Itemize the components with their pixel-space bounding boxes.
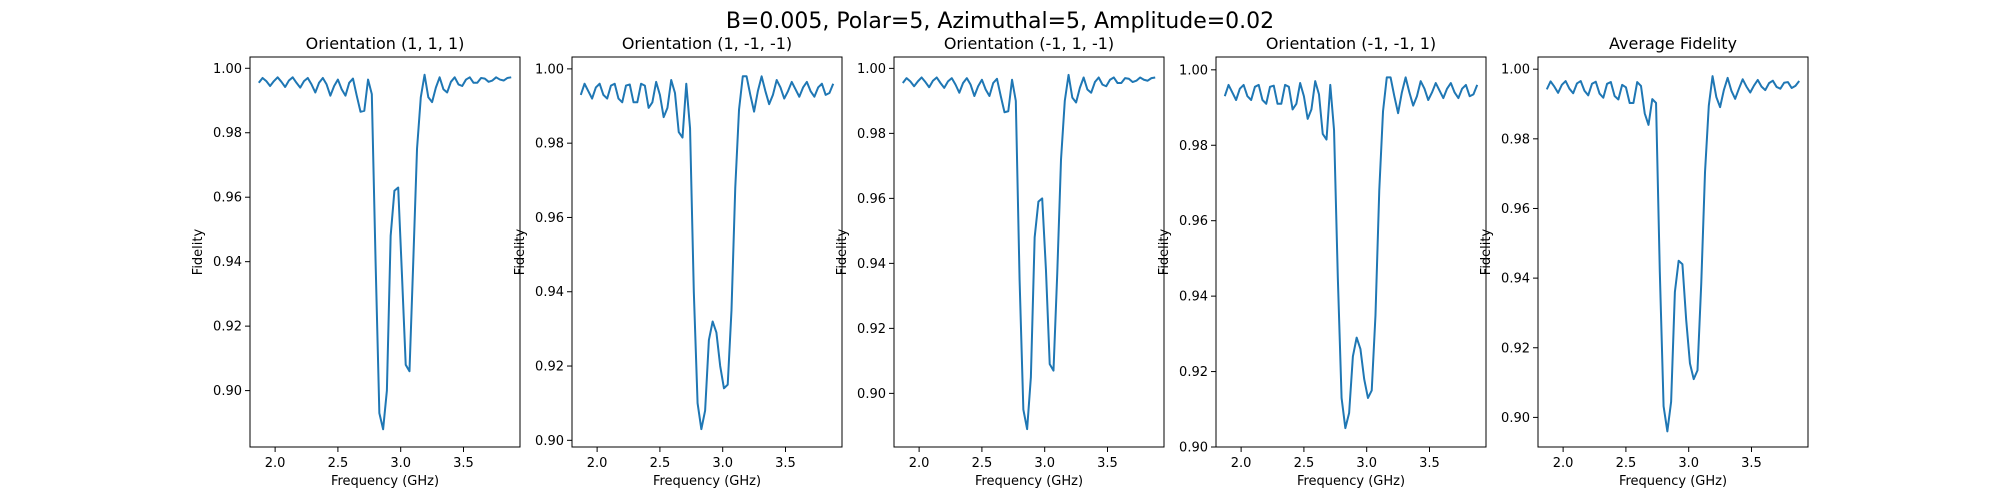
y-tick-label: 0.94 — [1179, 290, 1208, 305]
series-line-1 — [901, 73, 1156, 431]
x-axis-label: Frequency (GHz) — [653, 474, 761, 489]
x-tick-label: 3.0 — [712, 456, 733, 471]
panel-title: Orientation (-1, 1, -1) — [944, 34, 1114, 53]
panel-title: Average Fidelity — [1609, 34, 1737, 53]
y-tick-label: 0.96 — [213, 191, 242, 206]
x-tick-label: 2.0 — [1231, 456, 1252, 471]
x-tick-label: 3.0 — [1356, 456, 1377, 471]
x-axis-label: Frequency (GHz) — [1619, 474, 1727, 489]
y-axis-label: Fidelity — [835, 228, 850, 275]
x-tick-label: 3.5 — [775, 456, 796, 471]
y-axis-label: Fidelity — [1479, 228, 1494, 275]
y-tick-label: 0.98 — [535, 137, 564, 152]
axes-frame — [249, 56, 521, 448]
x-tick-label: 2.5 — [1294, 456, 1315, 471]
y-tick-label: 0.94 — [213, 255, 242, 270]
x-tick-label: 3.5 — [1097, 456, 1118, 471]
panel-2: Orientation (1, -1, -1) 2.0 2.5 3.0 3.5 0.90 0… — [513, 34, 843, 489]
y-tick-label: 0.98 — [213, 126, 242, 141]
y-tick-label: 0.92 — [535, 360, 564, 375]
y-axis-label: Fidelity — [1157, 228, 1172, 275]
y-tick-label: 0.96 — [1501, 202, 1530, 217]
y-tick-label: 1.00 — [1501, 63, 1530, 78]
panel-title: Orientation (1, -1, -1) — [622, 34, 792, 53]
x-axis-label: Frequency (GHz) — [331, 474, 439, 489]
y-tick-label: 0.90 — [857, 387, 886, 402]
y-tick-label: 0.96 — [535, 211, 564, 226]
x-tick-label: 2.5 — [328, 456, 349, 471]
y-tick-label: 0.92 — [1501, 341, 1530, 356]
y-tick-label: 0.94 — [535, 285, 564, 300]
y-tick-label: 0.98 — [1501, 132, 1530, 147]
panel-5: Average Fidelity 2.0 2.5 3.0 3.5 0.90 0.92 0.94… — [1479, 34, 1809, 489]
y-tick-label: 0.96 — [857, 192, 886, 207]
x-tick-label: 3.5 — [453, 456, 474, 471]
x-tick-label: 2.0 — [265, 456, 286, 471]
x-tick-label: 2.0 — [1553, 456, 1574, 471]
y-tick-label: 0.96 — [1179, 214, 1208, 229]
x-tick-label: 2.5 — [972, 456, 993, 471]
x-tick-label: 2.0 — [909, 456, 930, 471]
y-tick-label: 0.92 — [213, 320, 242, 335]
y-tick-label: 0.92 — [857, 322, 886, 337]
x-tick-label: 2.5 — [1616, 456, 1637, 471]
x-tick-label: 3.0 — [1034, 456, 1055, 471]
x-tick-label: 2.5 — [650, 456, 671, 471]
y-axis-label: Fidelity — [191, 228, 206, 275]
panel-1: Orientation (1, 1, 1) 2.0 2.5 3.0 3.5 0.90 0.9… — [191, 34, 521, 489]
y-tick-label: 0.90 — [1501, 411, 1530, 426]
y-tick-label: 1.00 — [535, 62, 564, 77]
panel-4: Orientation (-1, -1, 1) 2.0 2.5 3.0 3.5 0.90 0… — [1157, 34, 1487, 489]
axes-frame — [1537, 56, 1809, 448]
y-tick-label: 0.98 — [857, 127, 886, 142]
y-tick-label: 0.98 — [1179, 139, 1208, 154]
series-line-1 — [1545, 75, 1801, 433]
y-tick-label: 0.94 — [857, 257, 886, 272]
y-tick-label: 0.90 — [1179, 441, 1208, 456]
panel-3: Orientation (-1, 1, -1) 2.0 2.5 3.0 3.5 0.90 0… — [835, 34, 1165, 489]
series-line-1 — [579, 75, 835, 431]
y-tick-label: 0.94 — [1501, 272, 1530, 287]
y-tick-label: 1.00 — [1179, 63, 1208, 78]
y-tick-label: 1.00 — [857, 62, 886, 77]
series-line-1 — [258, 73, 512, 431]
axes-frame — [1215, 56, 1487, 448]
y-tick-label: 0.90 — [535, 434, 564, 449]
x-tick-label: 3.5 — [1741, 456, 1762, 471]
x-tick-label: 3.0 — [1678, 456, 1699, 471]
panel-title: Orientation (-1, -1, 1) — [1266, 34, 1436, 53]
panels: Orientation (1, 1, 1) 2.0 2.5 3.0 3.5 0.90 0.9… — [191, 34, 1809, 489]
axes-frame — [571, 56, 843, 448]
y-tick-label: 0.92 — [1179, 365, 1208, 380]
x-axis-label: Frequency (GHz) — [1297, 474, 1405, 489]
x-tick-label: 3.0 — [390, 456, 411, 471]
y-tick-label: 1.00 — [213, 62, 242, 77]
x-tick-label: 3.5 — [1419, 456, 1440, 471]
series-line-1 — [1223, 76, 1479, 430]
panel-title: Orientation (1, 1, 1) — [306, 34, 465, 53]
y-axis-label: Fidelity — [513, 228, 528, 275]
axes-frame — [893, 56, 1165, 448]
figure-suptitle: B=0.005, Polar=5, Azimuthal=5, Amplitude… — [726, 9, 1274, 34]
x-axis-label: Frequency (GHz) — [975, 474, 1083, 489]
x-tick-label: 2.0 — [587, 456, 608, 471]
y-tick-label: 0.90 — [213, 384, 242, 399]
